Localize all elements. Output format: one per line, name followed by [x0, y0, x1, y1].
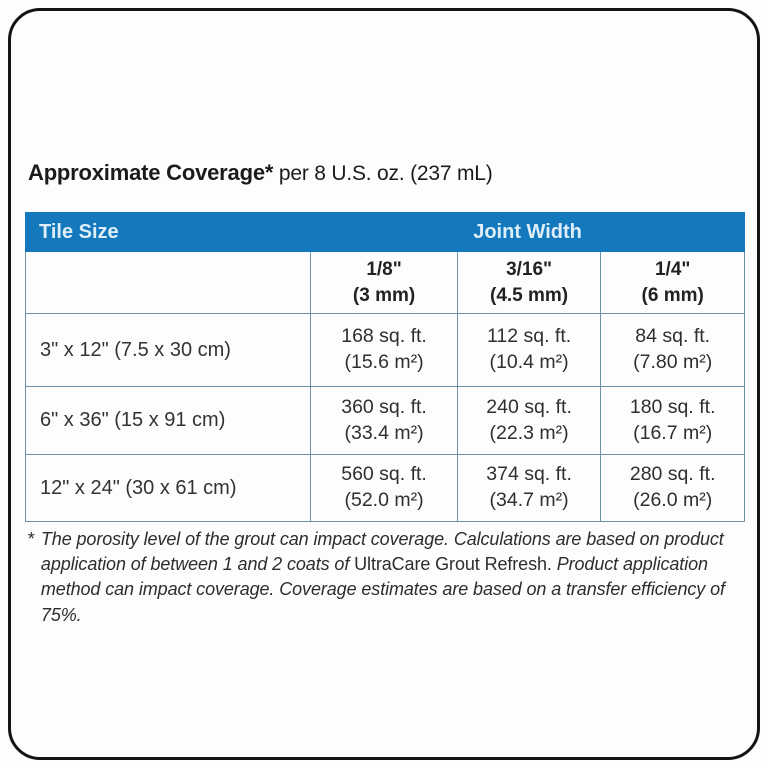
coverage-cell: 84 sq. ft. (7.80 m²): [600, 314, 744, 386]
coverage-sqft: 560 sq. ft.: [341, 463, 427, 486]
joint-col-header-1: 1/8" (3 mm): [310, 252, 456, 313]
footnote-text: The porosity level of the grout can impa…: [41, 527, 741, 628]
page-title: Approximate Coverage* per 8 U.S. oz. (23…: [28, 160, 493, 186]
coverage-cell: 240 sq. ft. (22.3 m²): [456, 387, 601, 454]
coverage-sqft: 180 sq. ft.: [629, 395, 716, 418]
coverage-sqft: 374 sq. ft.: [486, 463, 572, 486]
page-title-bold: Approximate Coverage*: [28, 160, 274, 185]
joint-size-label: 1/8": [366, 259, 402, 281]
coverage-cell: 360 sq. ft. (33.4 m²): [310, 387, 456, 454]
tile-size-cell: 12" x 24" (30 x 61 cm): [40, 476, 237, 499]
footnote-asterisk: *: [27, 529, 34, 549]
coverage-m2: (15.6 m²): [344, 351, 424, 373]
coverage-sqft: 168 sq. ft.: [341, 325, 427, 348]
page-title-rest: per 8 U.S. oz. (237 mL): [278, 162, 493, 185]
coverage-sqft: 112 sq. ft.: [486, 325, 572, 348]
joint-width-header: Joint Width: [473, 220, 582, 243]
footnote-part1: The porosity level of the grout can impa…: [40, 529, 724, 575]
footnote-brand: UltraCare Grout Refresh.: [354, 554, 552, 575]
coverage-sqft: 360 sq. ft.: [341, 395, 427, 418]
tile-size-cell: 6" x 36" (15 x 91 cm): [40, 409, 226, 432]
table-row: 3" x 12" (7.5 x 30 cm) 168 sq. ft. (15.6…: [26, 314, 744, 387]
coverage-sqft: 280 sq. ft.: [629, 463, 716, 486]
tile-size-header: Tile Size: [39, 220, 119, 243]
coverage-cell: 280 sq. ft. (26.0 m²): [600, 455, 744, 521]
footnote: * The porosity level of the grout can im…: [27, 527, 741, 628]
coverage-sqft: 84 sq. ft.: [635, 325, 711, 348]
joint-size-label: 3/16": [506, 259, 553, 281]
coverage-m2: (7.80 m²): [633, 351, 713, 373]
coverage-cell: 180 sq. ft. (16.7 m²): [600, 387, 744, 454]
coverage-sqft: 240 sq. ft.: [486, 395, 572, 418]
coverage-cell: 560 sq. ft. (52.0 m²): [310, 455, 456, 521]
coverage-cell: 374 sq. ft. (34.7 m²): [456, 455, 601, 521]
coverage-m2: (26.0 m²): [633, 489, 713, 511]
coverage-m2: (52.0 m²): [344, 489, 424, 511]
joint-col-header-3: 1/4" (6 mm): [600, 252, 744, 313]
joint-width-subheader-row: 1/8" (3 mm) 3/16" (4.5 mm) 1/4" (6 mm): [26, 252, 744, 314]
joint-size-label: 1/4": [654, 259, 691, 281]
coverage-cell: 168 sq. ft. (15.6 m²): [310, 314, 456, 386]
coverage-m2: (33.4 m²): [344, 421, 424, 444]
table-body: 1/8" (3 mm) 3/16" (4.5 mm) 1/4" (6 mm) 3…: [25, 252, 745, 522]
coverage-m2: (34.7 m²): [489, 489, 569, 511]
joint-mm-label: (3 mm): [352, 284, 416, 306]
table-header-row: Tile Size Joint Width: [25, 212, 745, 252]
coverage-table: Tile Size Joint Width 1/8" (3 mm) 3/16" …: [25, 212, 745, 522]
coverage-cell: 112 sq. ft. (10.4 m²): [456, 314, 601, 386]
table-row: 6" x 36" (15 x 91 cm) 360 sq. ft. (33.4 …: [26, 387, 744, 455]
table-row: 12" x 24" (30 x 61 cm) 560 sq. ft. (52.0…: [26, 455, 744, 521]
joint-mm-label: (6 mm): [641, 284, 704, 306]
coverage-m2: (10.4 m²): [489, 351, 569, 373]
joint-mm-label: (4.5 mm): [490, 284, 569, 306]
coverage-m2: (22.3 m²): [489, 421, 569, 444]
empty-corner-cell: [26, 252, 310, 313]
tile-size-cell: 3" x 12" (7.5 x 30 cm): [40, 338, 231, 361]
coverage-m2: (16.7 m²): [633, 421, 713, 444]
joint-col-header-2: 3/16" (4.5 mm): [456, 252, 601, 313]
footnote-part2: Product application method can impact co…: [40, 554, 725, 625]
